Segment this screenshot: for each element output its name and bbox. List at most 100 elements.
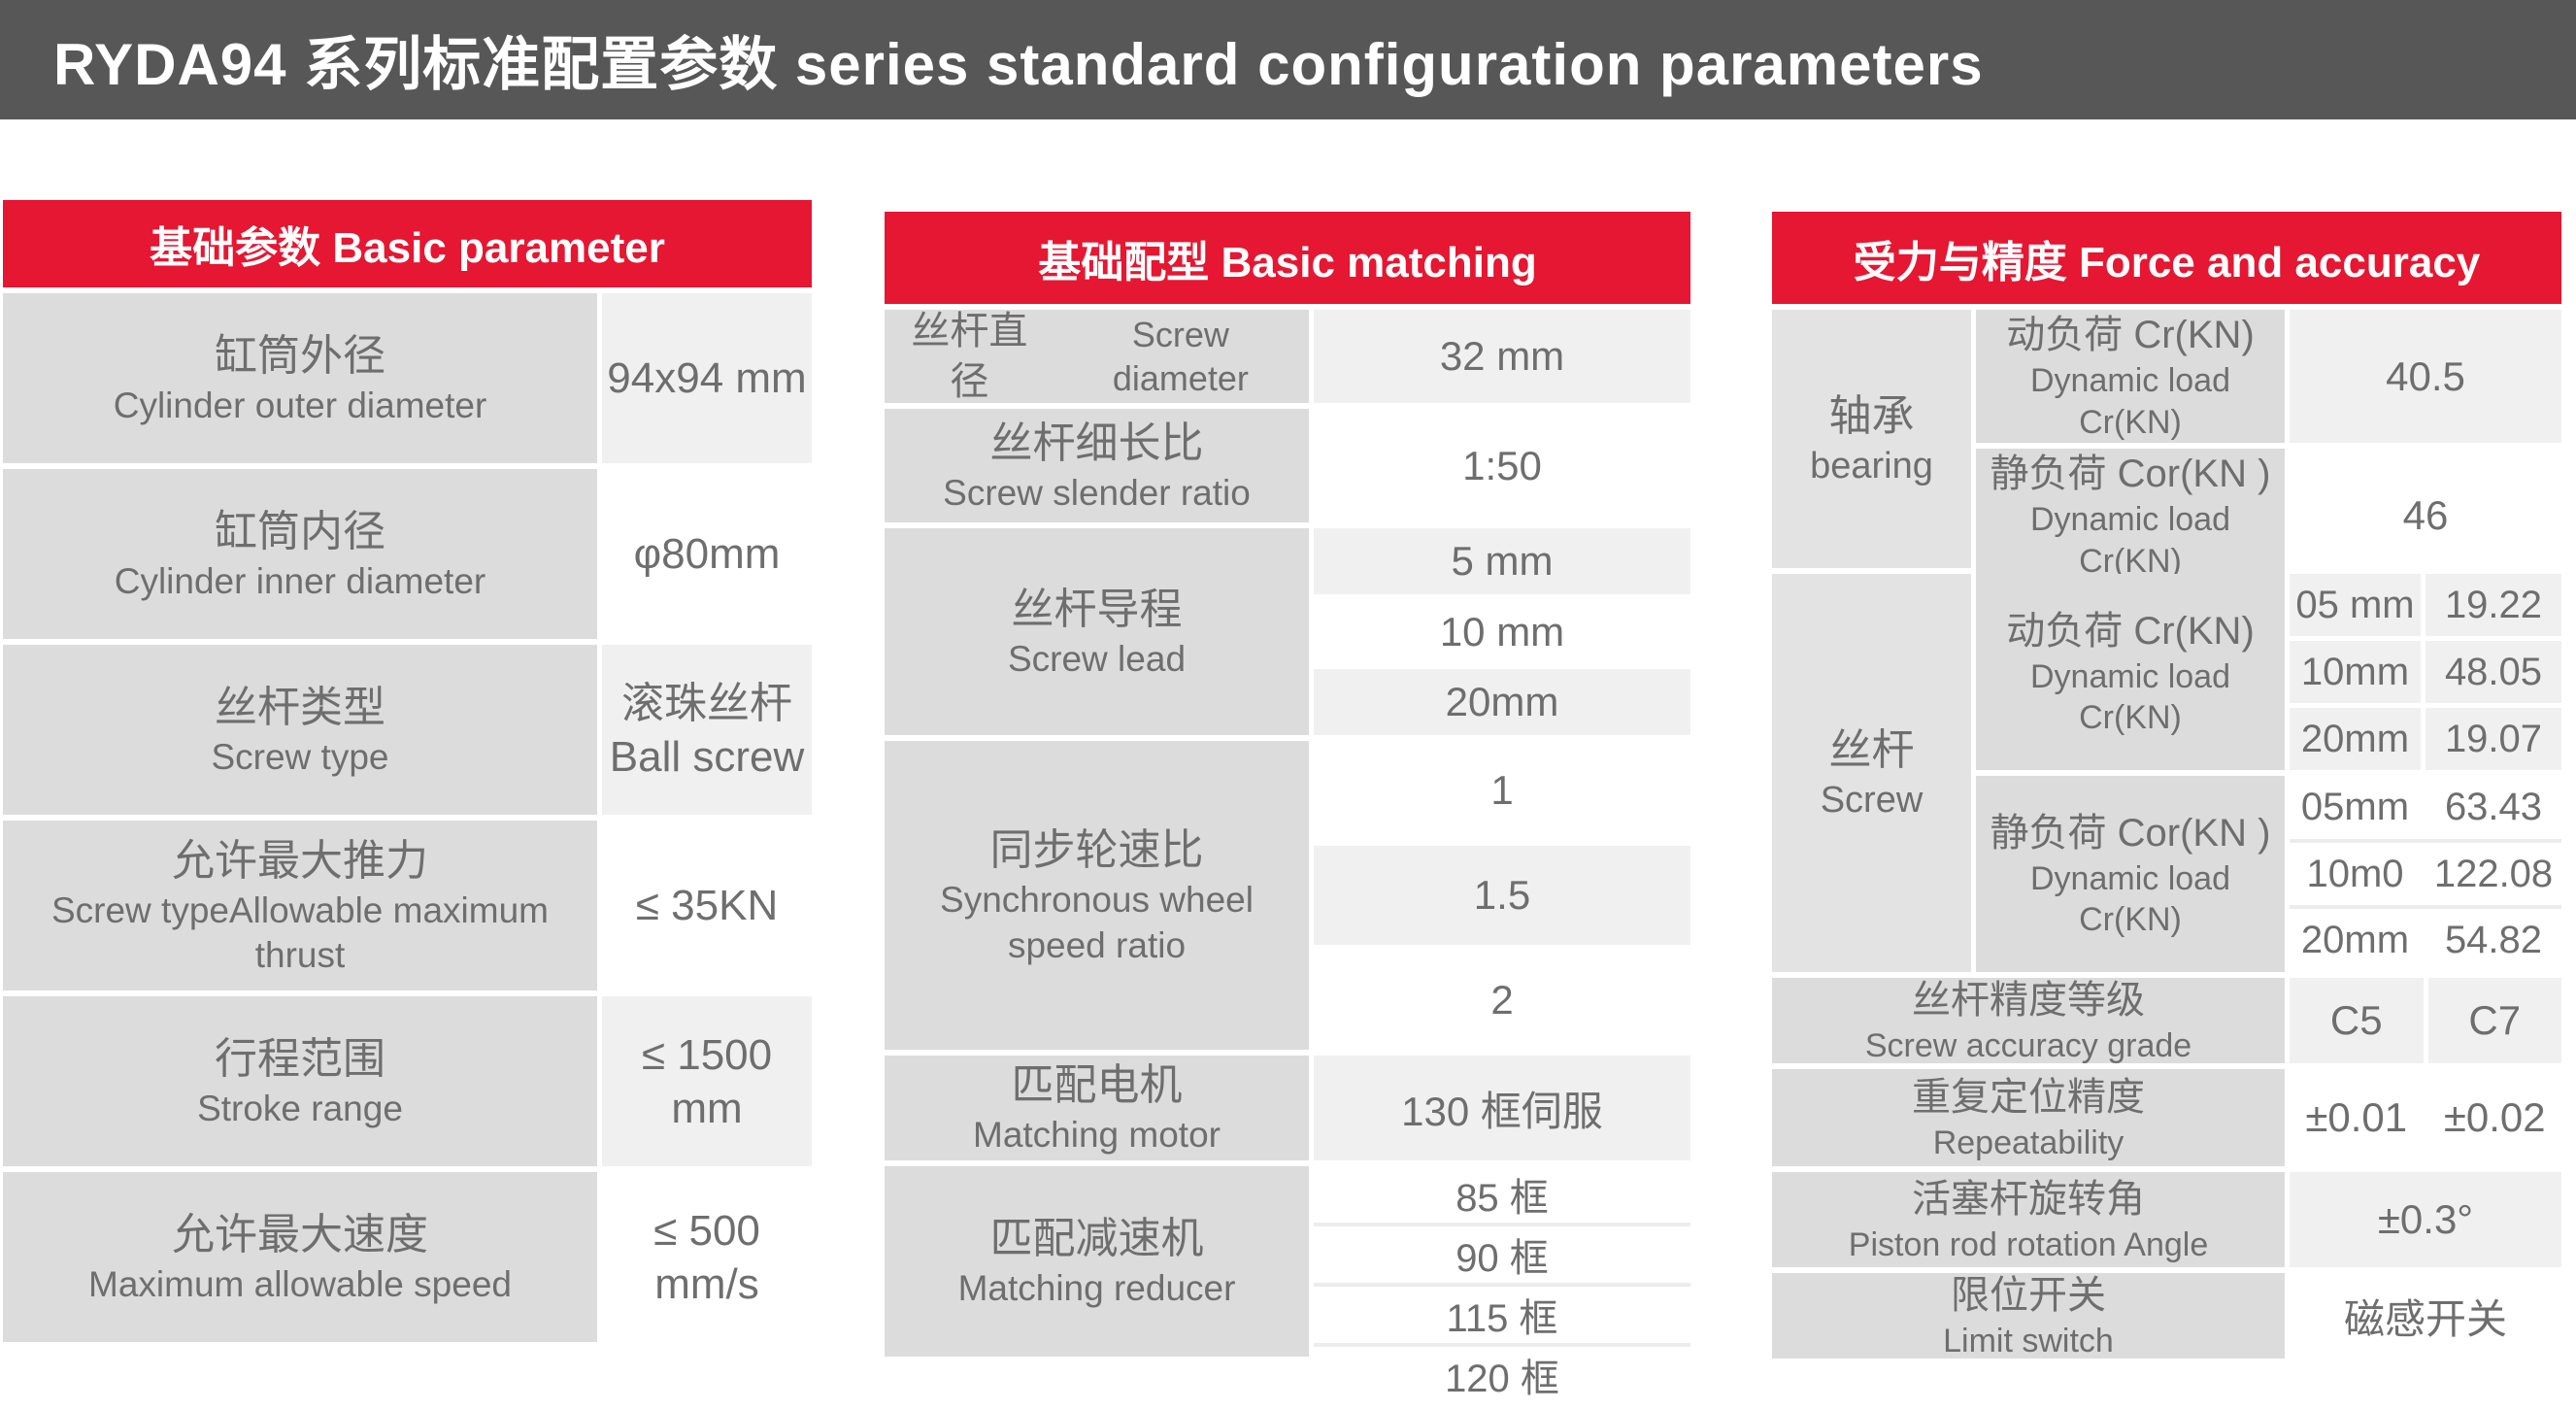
row-value: 2: [1314, 950, 1690, 1051]
subrow-value: 54.82: [2425, 909, 2561, 973]
basic-matching-table: 基础配型 Basic matching 丝杆直径 Screw diameter …: [885, 212, 1690, 1403]
row-value: 85 框: [1314, 1166, 1690, 1226]
table-row: 丝杆直径 Screw diameter 32 mm: [885, 310, 1690, 403]
group-label-en: Screw: [1820, 779, 1924, 821]
subrow-value: 48.05: [2425, 641, 2561, 703]
row-value: 10 mm: [1314, 598, 1690, 665]
table-row: 允许最大速度 Maximum allowable speed ≤ 500 mm/…: [3, 1172, 812, 1342]
row-value-stack: 1 1.5 2: [1314, 741, 1690, 1051]
table-row: 同步轮速比 Synchronous wheel speed ratio 1 1.…: [885, 741, 1690, 1051]
row-value: 94x94 mm: [602, 293, 812, 463]
row-label: 限位开关 Limit switch: [1772, 1273, 2285, 1359]
row-label: 动负荷 Cr(KN) Dynamic load Cr(KN): [1976, 310, 2285, 443]
row-label-zh: 匹配电机: [1011, 1061, 1183, 1110]
row-label: 活塞杆旋转角 Piston rod rotation Angle: [1772, 1172, 2285, 1267]
force-accuracy-table-header: 受力与精度 Force and accuracy: [1772, 212, 2561, 304]
group-label-zh: 轴承: [1828, 391, 1915, 440]
subrow: 05 mm 19.22: [2290, 574, 2561, 636]
row-value: 115 框: [1314, 1287, 1690, 1347]
group-label-zh: 丝杆: [1828, 725, 1915, 774]
row-value-stack: 5 mm 10 mm 20mm: [1314, 528, 1690, 736]
table-row: 缸筒内径 Cylinder inner diameter φ80mm: [3, 469, 812, 639]
row-value: 32 mm: [1314, 310, 1690, 403]
row-value: 90 框: [1314, 1226, 1690, 1287]
group-label: 丝杆 Screw: [1772, 574, 1971, 972]
row-value: ≤ 35KN: [602, 821, 812, 990]
table-row: 动负荷 Cr(KN) Dynamic load Cr(KN) 40.5: [1976, 310, 2561, 443]
row-label-zh: 允许最大速度: [172, 1210, 428, 1258]
table-row: 静负荷 Cor(KN ) Dynamic load Cr(KN) 46: [1976, 449, 2561, 582]
row-label: 丝杆类型 Screw type: [3, 645, 597, 815]
row-value: 1:50: [1314, 409, 1690, 522]
table-row: 匹配电机 Matching motor 130 框伺服: [885, 1056, 1690, 1160]
row-value: φ80mm: [602, 469, 812, 639]
row-value: 46: [2290, 449, 2561, 582]
group-label-en: bearing: [1810, 445, 1933, 486]
subrow-size: 20mm: [2290, 909, 2421, 973]
row-values: 磁感开关: [2290, 1273, 2561, 1359]
row-label: 同步轮速比 Synchronous wheel speed ratio: [885, 741, 1309, 1050]
table-row: 丝杆细长比 Screw slender ratio 1:50: [885, 409, 1690, 522]
row-label-en: Synchronous wheel speed ratio: [940, 880, 1254, 965]
screw-rows: 动负荷 Cr(KN) Dynamic load Cr(KN) 05 mm 19.…: [1976, 574, 2561, 973]
basic-matching-table-header: 基础配型 Basic matching: [885, 212, 1690, 304]
row-label-zh: 丝杆类型: [215, 683, 385, 731]
row-label-en: Maximum allowable speed: [88, 1263, 512, 1304]
row-label: 丝杆直径 Screw diameter: [885, 310, 1309, 403]
row-value: ±0.3°: [2290, 1172, 2561, 1267]
table-row: 动负荷 Cr(KN) Dynamic load Cr(KN) 05 mm 19.…: [1976, 574, 2561, 770]
basic-parameter-table-header: 基础参数 Basic parameter: [3, 200, 812, 287]
row-label-en: Cylinder inner diameter: [114, 560, 486, 601]
table-row: 丝杆类型 Screw type 滚珠丝杆 Ball screw: [3, 645, 812, 815]
page-title: RYDA94 系列标准配置参数 series standard configur…: [53, 32, 1984, 97]
row-label: 丝杆导程 Screw lead: [885, 528, 1309, 735]
row-label: 缸筒内径 Cylinder inner diameter: [3, 469, 597, 639]
row-label-en: Stroke range: [197, 1088, 403, 1128]
row-value: 1: [1314, 741, 1690, 841]
subrow: 20mm 19.07: [2290, 708, 2561, 770]
row-label: 动负荷 Cr(KN) Dynamic load Cr(KN): [1976, 574, 2285, 770]
row-value: ±0.02: [2427, 1069, 2561, 1166]
table-row: 允许最大推力 Screw typeAllowable maximum thrus…: [3, 821, 812, 990]
subrow-size: 20mm: [2290, 708, 2421, 770]
row-label-zh: 丝杆导程: [1011, 585, 1183, 633]
subrow-size: 05mm: [2290, 776, 2421, 839]
table-row: 行程范围 Stroke range ≤ 1500 mm: [3, 996, 812, 1166]
row-value: 5 mm: [1314, 528, 1690, 594]
row-value: 20mm: [1314, 669, 1690, 736]
row-label: 静负荷 Cor(KN ) Dynamic load Cr(KN): [1976, 449, 2285, 582]
row-label-zh: 丝杆细长比: [989, 419, 1204, 467]
table-row: 静负荷 Cor(KN ) Dynamic load Cr(KN) 05mm 63…: [1976, 776, 2561, 973]
bearing-rows: 动负荷 Cr(KN) Dynamic load Cr(KN) 40.5 静负荷 …: [1976, 310, 2561, 582]
table-row: 丝杆精度等级 Screw accuracy grade C5 C7: [1772, 978, 2561, 1064]
bearing-group: 轴承 bearing 动负荷 Cr(KN) Dynamic load Cr(KN…: [1772, 310, 2561, 582]
table-row: 限位开关 Limit switch 磁感开关: [1772, 1273, 2561, 1359]
row-value-stack: 85 框 90 框 115 框 120 框: [1314, 1166, 1690, 1403]
row-label: 匹配电机 Matching motor: [885, 1056, 1309, 1160]
row-label-zh: 同步轮速比: [989, 826, 1204, 875]
row-label-en: Screw typeAllowable maximum thrust: [50, 889, 549, 976]
row-value: 130 框伺服: [1314, 1056, 1690, 1160]
row-label-en: Matching reducer: [957, 1268, 1236, 1309]
row-value: C5: [2290, 978, 2424, 1063]
screw-group: 丝杆 Screw 动负荷 Cr(KN) Dynamic load Cr(KN) …: [1772, 574, 2561, 973]
subrow-stack: 05 mm 19.22 10mm 48.05 20mm 19.07: [2290, 574, 2561, 770]
row-value: ≤ 1500 mm: [602, 996, 812, 1166]
row-label-en: Matching motor: [973, 1115, 1221, 1156]
subrow: 10mm 48.05: [2290, 641, 2561, 703]
subrow: 20mm 54.82: [2290, 909, 2561, 973]
row-value: ±0.01: [2290, 1069, 2424, 1166]
row-label: 行程范围 Stroke range: [3, 996, 597, 1166]
basic-parameter-table: 基础参数 Basic parameter 缸筒外径 Cylinder outer…: [3, 200, 812, 1342]
row-values: ±0.3°: [2290, 1172, 2561, 1267]
row-label-zh: 匹配减速机: [989, 1215, 1204, 1263]
table-row: 重复定位精度 Repeatability ±0.01 ±0.02: [1772, 1069, 2561, 1166]
subrow-value: 63.43: [2425, 776, 2561, 839]
row-value: C7: [2427, 978, 2561, 1063]
row-values: ±0.01 ±0.02: [2290, 1069, 2561, 1166]
row-value: 120 框: [1314, 1347, 1690, 1403]
title-bar: RYDA94 系列标准配置参数 series standard configur…: [0, 0, 2576, 119]
row-label-en: Screw slender ratio: [943, 472, 1251, 513]
row-label: 静负荷 Cor(KN ) Dynamic load Cr(KN): [1976, 776, 2285, 972]
